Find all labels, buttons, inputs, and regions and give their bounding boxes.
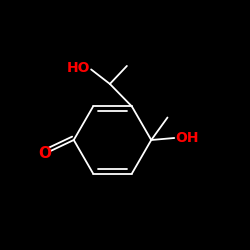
- Text: O: O: [38, 146, 51, 161]
- Text: HO: HO: [67, 61, 90, 75]
- Text: OH: OH: [176, 131, 199, 145]
